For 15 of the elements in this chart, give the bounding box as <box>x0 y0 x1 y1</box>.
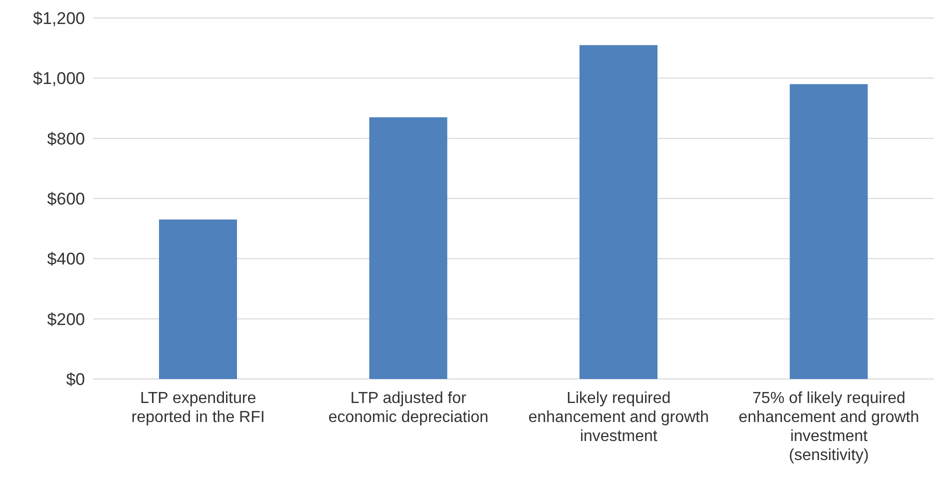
y-tick-label: $1,200 <box>33 9 85 28</box>
y-tick-label: $1,000 <box>33 69 85 88</box>
bar <box>159 220 237 379</box>
y-tick-label: $600 <box>47 190 85 209</box>
x-tick-label: 75% of likely required enhancement and growth investment (sensitivity) <box>738 390 920 464</box>
y-tick-label: $0 <box>66 370 85 390</box>
x-tick-label: LTP adjusted for economic depreciation <box>328 390 488 426</box>
x-tick-label: LTP expenditure reported in the RFI <box>131 390 265 426</box>
bar <box>790 84 868 379</box>
bar <box>580 45 658 379</box>
x-tick-label: Likely required enhancement and growth investment <box>528 390 709 445</box>
y-tick-label: $800 <box>47 129 85 148</box>
bar <box>369 117 448 379</box>
y-tick-label: $400 <box>47 250 85 269</box>
y-tick-label: $200 <box>47 310 85 329</box>
